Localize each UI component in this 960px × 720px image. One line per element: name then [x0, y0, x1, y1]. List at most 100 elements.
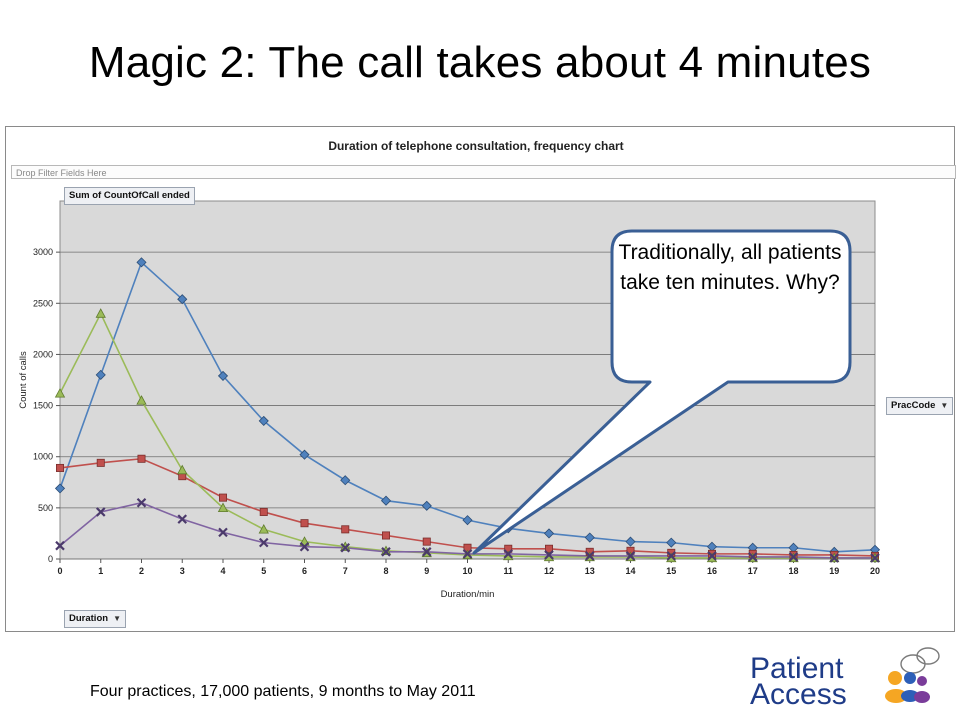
series-0-point [421, 500, 432, 511]
series-2-point [217, 502, 229, 513]
x-tick-label: 8 [383, 566, 388, 576]
series-3-point [340, 542, 351, 553]
slide-title: Magic 2: The call takes about 4 minutes [88, 38, 872, 87]
series-1-point [56, 463, 65, 472]
x-tick-label: 5 [261, 566, 266, 576]
series-0-point [177, 294, 188, 305]
footer-note: Four practices, 17,000 patients, 9 month… [90, 683, 476, 700]
value-field-button[interactable]: Sum of CountOfCall ended [64, 187, 195, 205]
series-0-point [299, 449, 310, 460]
x-tick-label: 12 [544, 566, 554, 576]
logo-mark-icon [885, 647, 940, 703]
series-1-point [259, 507, 268, 516]
series-0-point [462, 515, 473, 526]
series-3-point [829, 553, 840, 563]
series-3-point [136, 497, 147, 508]
x-tick-label: 2 [139, 566, 144, 576]
logo-word-access: Access [750, 678, 847, 711]
duration-field-button[interactable]: Duration ▼ [64, 610, 126, 628]
series-0-point [258, 415, 269, 426]
y-tick-label: 1000 [33, 452, 53, 462]
series-0-point [666, 537, 677, 548]
x-tick-label: 10 [462, 566, 472, 576]
y-tick-label: 2000 [33, 349, 53, 359]
praccode-field-button[interactable]: PracCode ▼ [886, 397, 954, 415]
series-3-point [666, 551, 677, 561]
y-tick-label: 3000 [33, 247, 53, 257]
series-0-point [54, 483, 66, 494]
series-2-point [54, 387, 66, 398]
y-tick-label: 2500 [33, 298, 53, 308]
x-tick-label: 15 [666, 566, 676, 576]
series-2-point [95, 308, 106, 318]
series-1-point [341, 525, 350, 534]
series-1-point [422, 537, 431, 546]
x-tick-label: 11 [503, 566, 513, 576]
y-tick-label: 0 [48, 554, 53, 564]
x-axis-label: Duration/min [441, 589, 495, 600]
patient-access-logo: Patient Access [750, 646, 950, 716]
x-tick-label: 16 [707, 566, 717, 576]
callout-text: Traditionally, all patients take ten min… [618, 241, 842, 294]
series-0-point [95, 369, 106, 380]
series-1-point [218, 493, 227, 502]
series-3-point [584, 551, 595, 561]
x-tick-label: 3 [180, 566, 185, 576]
value-field-label: Sum of CountOfCall ended [69, 190, 190, 201]
dropdown-arrow-icon: ▼ [113, 614, 121, 623]
series-3-point [707, 551, 717, 561]
x-tick-label: 17 [748, 566, 758, 576]
series-2-point [177, 464, 188, 475]
x-tick-label: 13 [585, 566, 595, 576]
speech-bubble-shape [472, 229, 852, 555]
series-3-point [747, 552, 758, 562]
series-3-point [177, 514, 188, 524]
x-tick-label: 18 [788, 566, 798, 576]
series-0-point [217, 370, 229, 381]
series-3-point [218, 527, 228, 538]
duration-field-label: Duration [69, 613, 109, 624]
series-0-point [625, 536, 636, 547]
series-2-point [258, 523, 269, 534]
series-1-point [300, 519, 309, 528]
x-tick-label: 6 [302, 566, 307, 576]
series-3-point [421, 547, 432, 557]
series-0-point [380, 495, 392, 506]
series-0-point [340, 475, 351, 486]
x-tick-label: 0 [57, 566, 62, 576]
x-tick-label: 9 [424, 566, 429, 576]
filter-drop-zone[interactable]: Drop Filter Fields Here [11, 165, 956, 179]
y-tick-label: 1500 [33, 401, 53, 411]
dropdown-arrow-icon: ▼ [940, 401, 949, 410]
x-tick-label: 20 [870, 566, 880, 576]
y-axis-label: Count of calls [18, 351, 29, 409]
series-3-point [625, 551, 636, 561]
x-tick-label: 14 [625, 566, 635, 576]
series-1-point [96, 458, 105, 467]
series-3-point [55, 540, 65, 551]
series-0-point [584, 532, 595, 543]
series-0-point [543, 528, 555, 539]
series-3-point [381, 547, 391, 557]
series-1-point [137, 454, 146, 463]
series-3-point [870, 553, 880, 563]
series-3-point [95, 507, 106, 517]
series-0-point [136, 257, 147, 268]
series-3-point [788, 552, 799, 562]
series-3-point [299, 541, 310, 552]
x-tick-label: 1 [98, 566, 103, 576]
series-3-point [462, 549, 473, 559]
x-tick-label: 4 [220, 566, 225, 576]
logo-word-patient: Patient [750, 652, 844, 685]
series-2-point [136, 395, 147, 405]
praccode-field-label: PracCode [891, 400, 936, 411]
series-3-point [544, 550, 554, 560]
series-3-point [258, 537, 269, 548]
chart-title: Duration of telephone consultation, freq… [328, 139, 624, 153]
series-1-point [381, 531, 390, 540]
series-3-point [503, 549, 514, 559]
x-tick-label: 7 [343, 566, 348, 576]
y-tick-label: 500 [38, 503, 53, 513]
x-tick-label: 19 [829, 566, 839, 576]
